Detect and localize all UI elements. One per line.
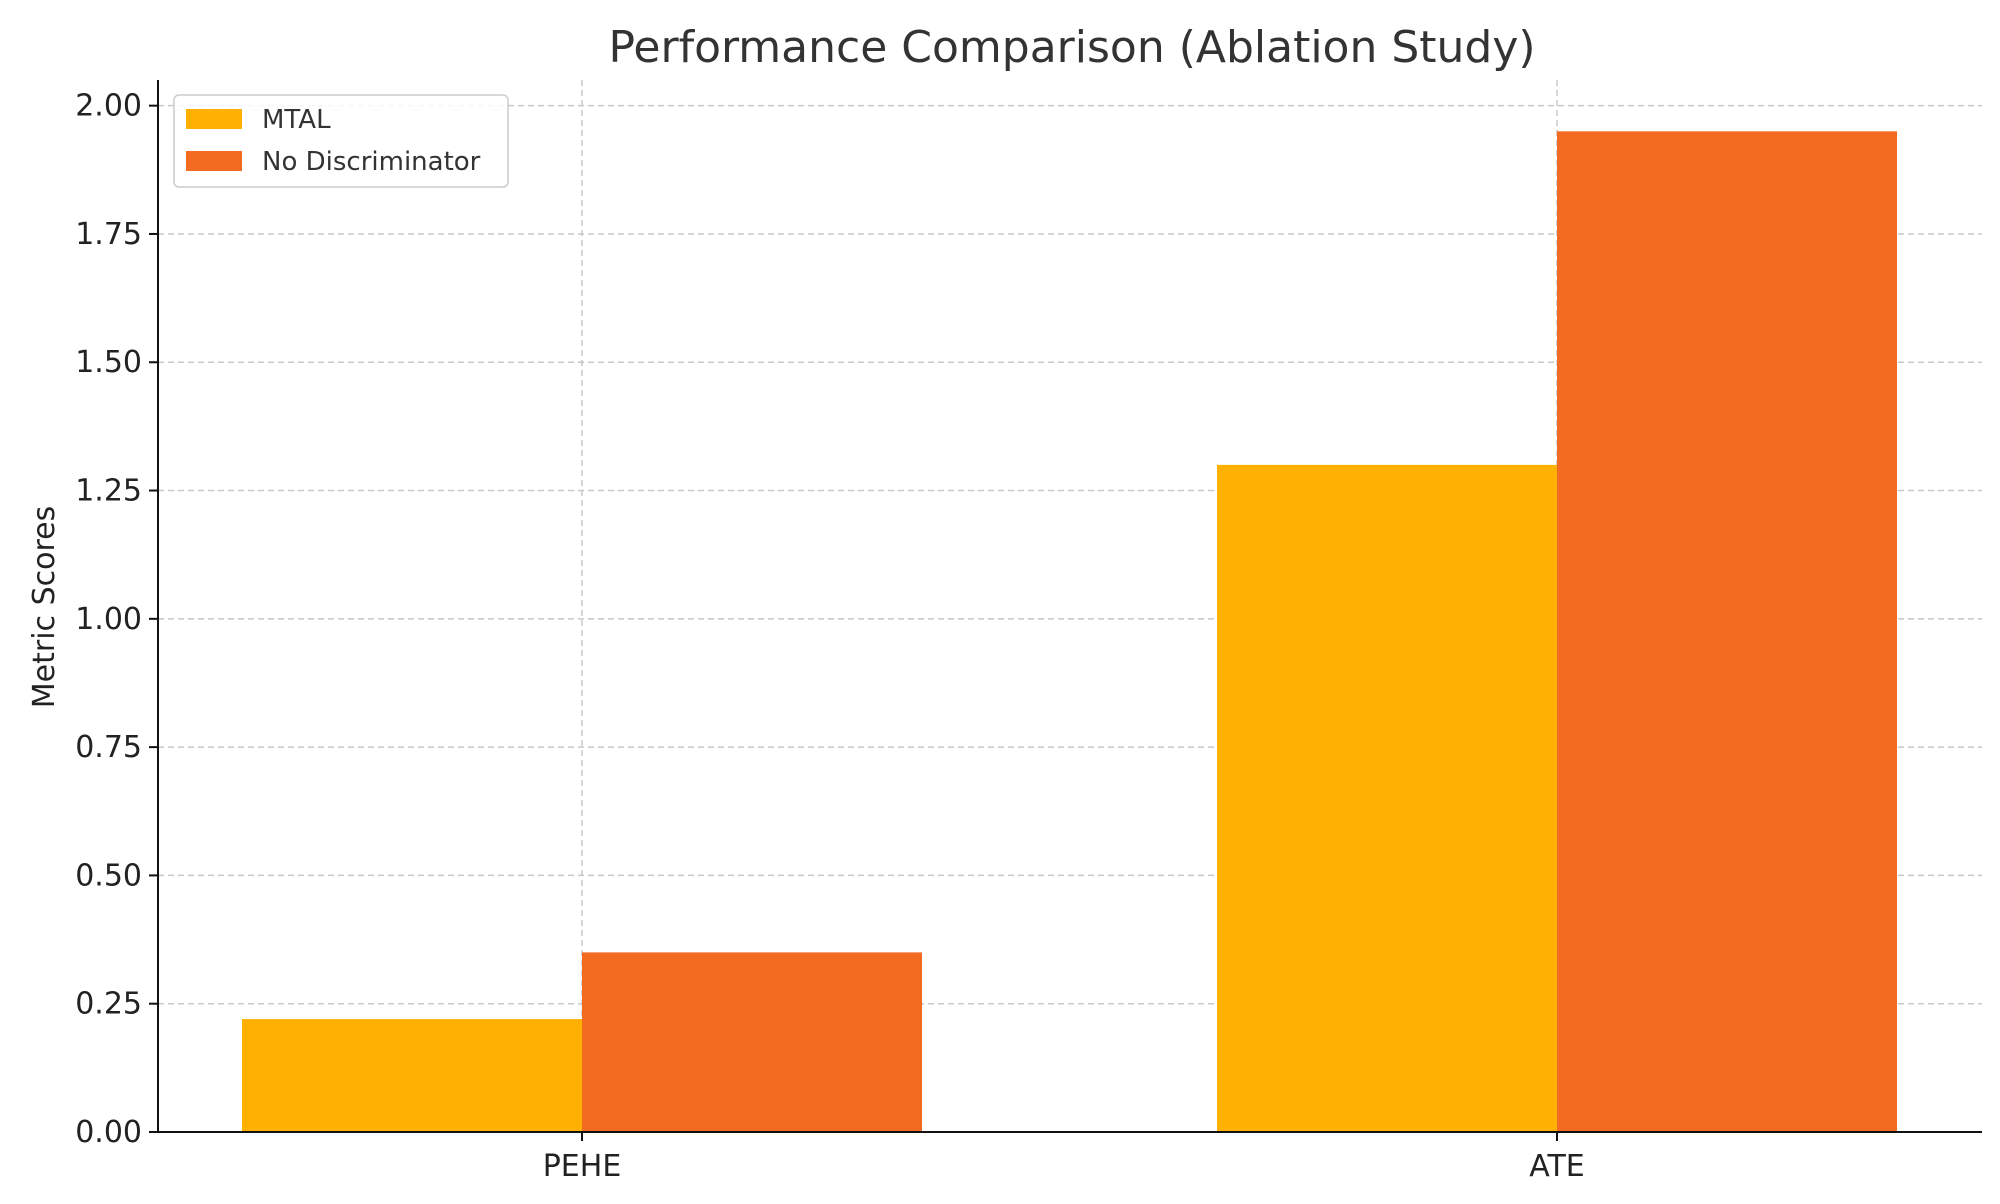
legend-swatch [186,109,242,129]
legend-label: No Discriminator [262,147,481,177]
bars [242,131,1897,1132]
y-tick-label: 1.50 [75,345,142,380]
y-tick-label: 0.25 [75,987,142,1022]
y-axis-label: Metric Scores [27,506,62,708]
bar-mtal-ate [1217,464,1557,1132]
legend-swatch [186,151,242,171]
legend-label: MTAL [262,105,331,135]
tick-labels: 0.00 0.25 0.50 0.75 1.00 1.25 1.50 1.75 2.00 PEHE… [75,89,1585,1184]
legend-box [173,94,509,188]
bar-no-discriminator-pehe [582,952,922,1132]
y-tick-label: 0.75 [75,730,142,765]
y-tick-label: 0.50 [75,858,142,893]
y-tick-label: 1.25 [75,474,142,509]
x-tick-label: PEHE [543,1149,622,1184]
bar-mtal-pehe [242,1019,582,1132]
y-tick-label: 1.00 [75,602,142,637]
y-tick-label: 2.00 [75,89,142,124]
bar-no-discriminator-ate [1557,131,1897,1132]
x-tick-label: ATE [1529,1149,1584,1184]
y-tick-label: 1.75 [75,217,142,252]
legend: MTAL No Discriminator [173,94,509,188]
axes [149,80,1982,1141]
y-tick-label: 0.00 [75,1115,142,1150]
chart-title: Performance Comparison (Ablation Study) [608,22,1535,73]
